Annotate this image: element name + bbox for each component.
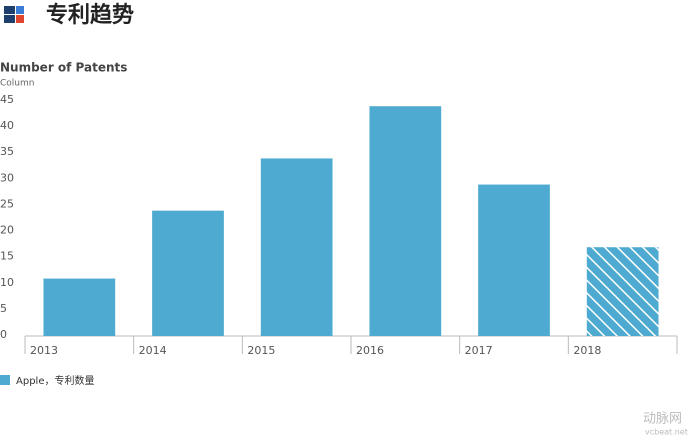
bar bbox=[260, 158, 333, 336]
chart-title: Number of Patents bbox=[0, 61, 127, 75]
y-tick-label: 10 bbox=[0, 276, 14, 289]
legend-label: Apple，专利数量 bbox=[16, 374, 94, 387]
x-tick-label: 2014 bbox=[139, 344, 167, 357]
x-tick-label: 2018 bbox=[573, 344, 601, 357]
y-tick-label: 45 bbox=[0, 93, 14, 106]
y-tick-label: 25 bbox=[0, 197, 14, 210]
legend-swatch bbox=[0, 375, 10, 385]
y-tick-label: 20 bbox=[0, 224, 14, 237]
y-tick-label: 5 bbox=[0, 302, 7, 315]
watermark-site: vcbeat.net bbox=[645, 428, 688, 437]
x-tick-label: 2017 bbox=[465, 344, 493, 357]
bar bbox=[586, 247, 659, 336]
y-tick-label: 40 bbox=[0, 119, 14, 132]
y-tick-label: 0 bbox=[0, 328, 7, 341]
logo bbox=[4, 6, 24, 23]
y-tick-label: 35 bbox=[0, 145, 14, 158]
y-tick-label: 30 bbox=[0, 171, 14, 184]
watermark-brand: 动脉网 bbox=[643, 412, 682, 427]
bar bbox=[369, 106, 442, 336]
page-title: 专利趋势 bbox=[46, 2, 134, 28]
chart-subtitle: Column bbox=[0, 79, 34, 89]
bar bbox=[43, 278, 116, 336]
x-tick-label: 2016 bbox=[356, 344, 384, 357]
x-tick-label: 2013 bbox=[30, 344, 58, 357]
x-tick-label: 2015 bbox=[247, 344, 275, 357]
bar bbox=[152, 210, 224, 336]
y-tick-label: 15 bbox=[0, 250, 14, 263]
bar bbox=[478, 184, 550, 336]
